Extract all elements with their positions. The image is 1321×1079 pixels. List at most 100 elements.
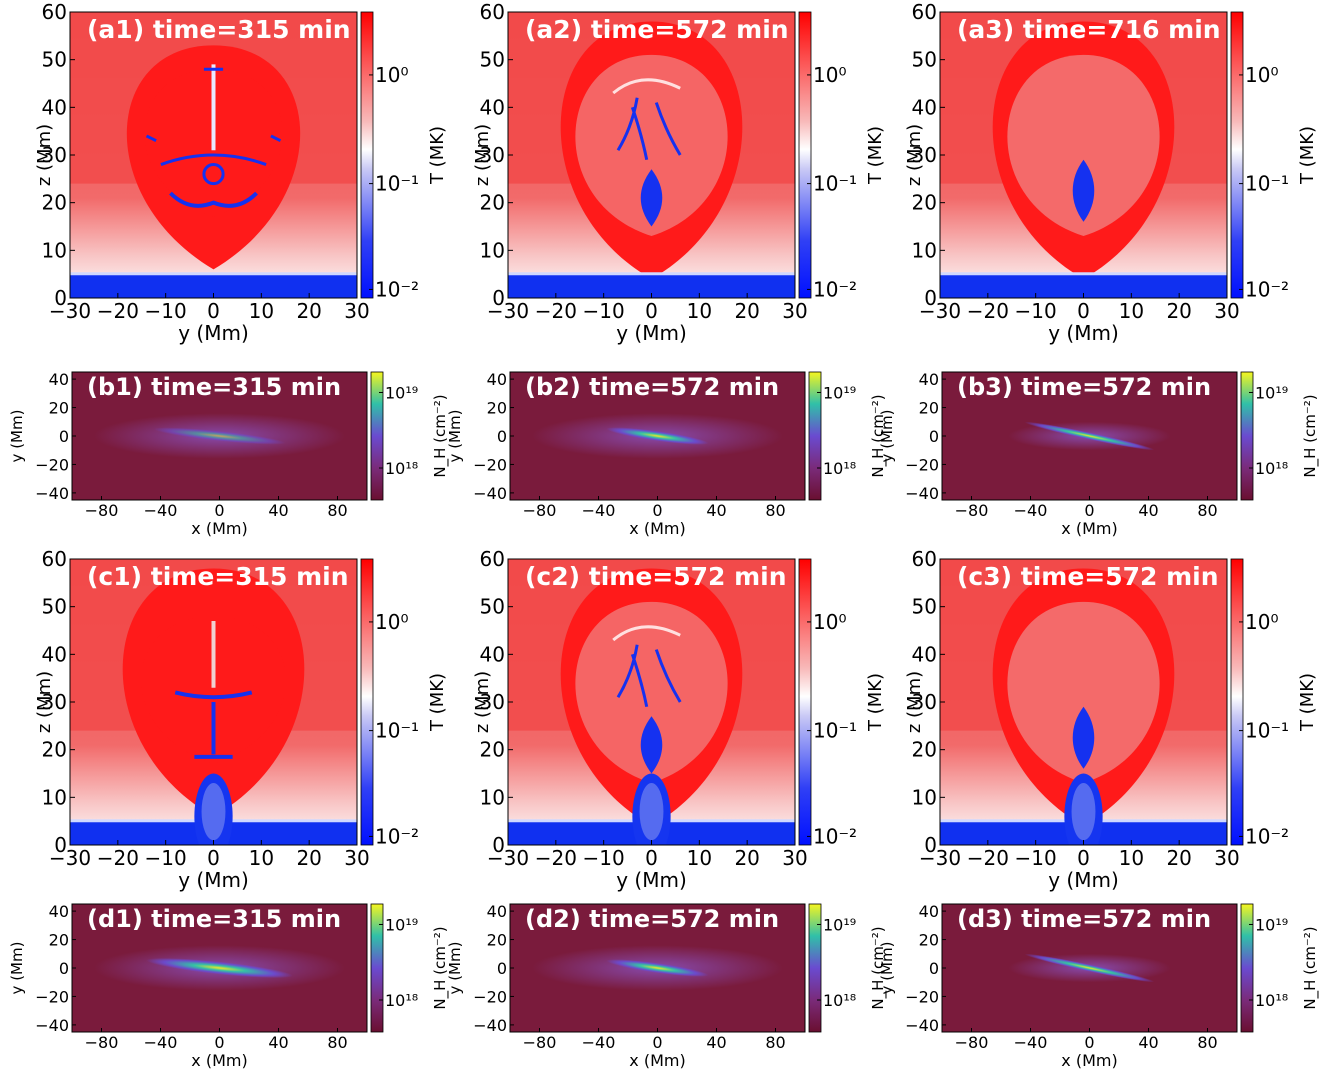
x-tick-label: −30 [49,299,91,323]
dome-highlight [201,783,226,841]
y-tick-label: 10 [42,785,67,809]
y-tick-label: 40 [487,370,507,389]
x-tick-label: −10 [145,299,187,323]
colorbar-tick-label: 10¹⁹ [1255,915,1288,934]
temperature-map [940,559,1227,845]
x-tick-label: −20 [967,299,1009,323]
colorbar [360,558,374,846]
y-tick-label: −20 [473,455,507,474]
y-tick-label: 50 [42,595,67,619]
panel-c3: (c3) time=572 min −30 −20 −10 0 10 20 30 0 10 20 30… [904,547,1318,892]
panel-title: (a2) time=572 min [525,15,789,44]
x-tick-label: −30 [919,846,961,870]
colorbar-label: N_H (cm⁻²) [1301,394,1320,477]
panel-title: (c1) time=315 min [87,562,349,591]
x-tick-label: 20 [734,299,759,323]
panel-title: (c3) time=572 min [957,562,1219,591]
flux-rope-interior [575,54,728,237]
x-tick-label: 30 [782,299,807,323]
panel-title: (c2) time=572 min [525,562,787,591]
x-tick-label: −10 [1015,846,1057,870]
colorbar-tick-label: 10¹⁹ [823,383,856,402]
x-tick-label: 20 [296,846,321,870]
filament-strand [1024,953,1155,983]
panel-b1: (b1) time=315 min −80 −40 0 40 80 −40 −20 0 20 40 x… [8,370,450,538]
cool-blob [202,163,225,186]
column-density-map [942,904,1237,1032]
temperature-map [940,12,1227,298]
x-axis-label: y (Mm) [616,321,687,345]
colorbar [370,371,384,501]
x-tick-label: 30 [1214,846,1239,870]
y-tick-label: 10 [480,238,505,262]
x-tick-label: 40 [1138,501,1158,520]
y-axis-label: y (Mm) [8,942,26,995]
panel-title: (b2) time=572 min [525,373,779,401]
y-axis-label: z (Mm) [34,671,55,733]
y-tick-label: 60 [912,547,937,571]
y-axis-label: z (Mm) [472,124,493,186]
y-tick-label: 0 [54,286,67,310]
temperature-map [508,559,795,845]
column-density-map [942,372,1237,500]
colorbar [798,11,812,299]
x-tick-label: 20 [734,846,759,870]
temperature-map [508,12,795,298]
x-tick-label: 0 [207,299,220,323]
y-tick-label: 40 [480,95,505,119]
x-tick-label: 20 [296,299,321,323]
y-tick-label: 20 [919,931,939,950]
panel-d2: (d2) time=572 min −80 −40 0 40 80 −40 −20 0 20 40 x… [446,902,888,1070]
transition-region [508,272,795,276]
y-axis-label: z (Mm) [904,671,925,733]
x-tick-label: 0 [207,846,220,870]
y-tick-label: 40 [919,370,939,389]
x-tick-label: 0 [652,501,662,520]
y-tick-label: 60 [912,0,937,24]
y-tick-label: 40 [49,902,69,921]
y-tick-label: −40 [473,484,507,503]
x-axis-label: y (Mm) [178,321,249,345]
y-tick-label: −20 [35,987,69,1006]
y-tick-label: 20 [912,191,937,215]
x-tick-label: 20 [1166,299,1191,323]
y-tick-label: 0 [924,833,937,857]
x-tick-label: 40 [268,501,288,520]
x-tick-label: −40 [144,501,178,520]
y-tick-label: 20 [49,931,69,950]
y-tick-label: 40 [49,370,69,389]
dome-highlight [639,783,664,841]
colorbar-tick-label: 10⁰ [813,610,846,634]
filament-strand [606,427,709,445]
y-tick-label: 0 [54,833,67,857]
x-tick-label: 40 [268,1033,288,1052]
panel-title: (b3) time=572 min [957,373,1211,401]
y-tick-label: 60 [42,0,67,24]
y-tick-label: 0 [492,833,505,857]
y-tick-label: 0 [59,959,69,978]
colorbar-tick-label: 10⁻¹ [1245,719,1289,743]
column-density-map [72,904,367,1032]
x-tick-label: −10 [1015,299,1057,323]
x-tick-label: 30 [344,846,369,870]
colorbar-tick-label: 10⁰ [375,610,408,634]
warm-thread [612,78,681,95]
y-tick-label: 40 [42,95,67,119]
x-tick-label: −30 [919,299,961,323]
panel-d1: (d1) time=315 min −80 −40 0 40 80 −40 −20 0 20 40 x… [8,902,450,1070]
y-tick-label: 40 [480,642,505,666]
colorbar-tick-label: 10⁰ [1245,610,1278,634]
y-tick-label: 40 [42,642,67,666]
x-tick-label: 80 [765,501,785,520]
colorbar-label: T (MK) [865,673,886,732]
x-axis-label: x (Mm) [629,519,685,538]
colorbar-label: N_H (cm⁻²) [431,394,450,477]
y-tick-label: 0 [929,959,939,978]
prominence-body [640,716,663,774]
colorbar [360,11,374,299]
panel-title: (a3) time=716 min [957,15,1221,44]
y-tick-label: 0 [497,427,507,446]
x-tick-label: 80 [327,1033,347,1052]
y-tick-label: 30 [42,690,67,714]
x-tick-label: −40 [582,1033,616,1052]
